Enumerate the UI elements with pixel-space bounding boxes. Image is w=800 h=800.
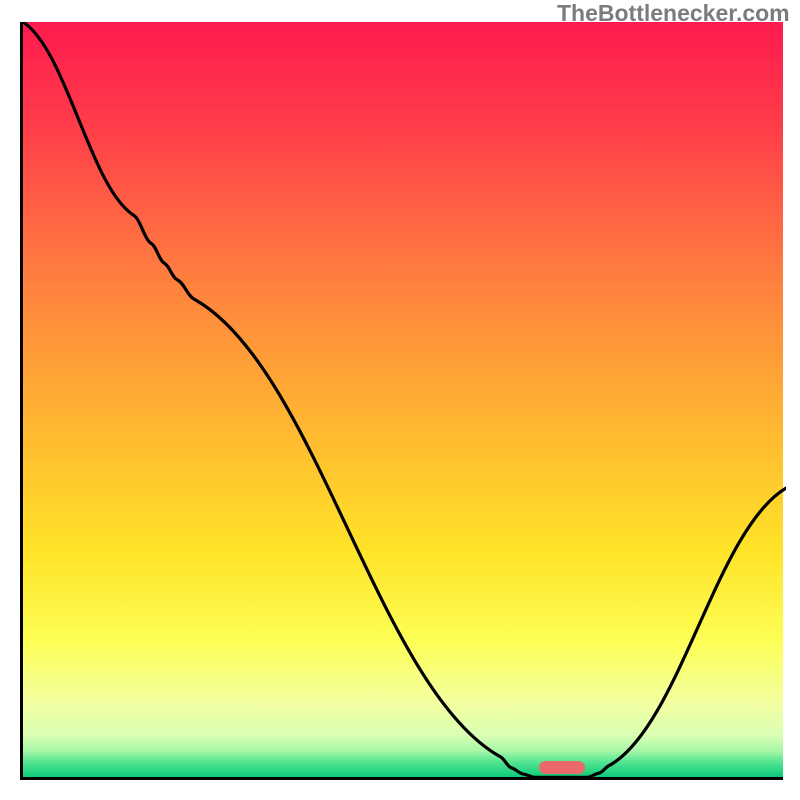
watermark-text: TheBottlenecker.com bbox=[557, 0, 790, 27]
bottleneck-chart: TheBottlenecker.com bbox=[0, 0, 800, 800]
curve-layer bbox=[23, 22, 786, 780]
plot-area bbox=[20, 22, 783, 780]
optimal-marker bbox=[539, 761, 585, 774]
